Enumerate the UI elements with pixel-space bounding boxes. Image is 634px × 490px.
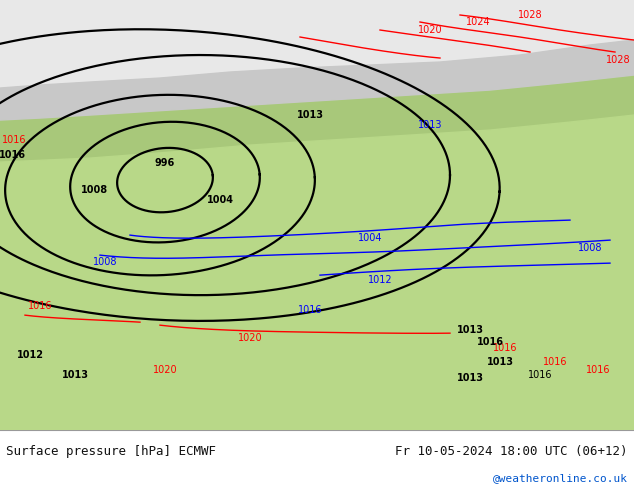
- Text: @weatheronline.co.uk: @weatheronline.co.uk: [493, 473, 628, 483]
- Text: 1012: 1012: [368, 275, 392, 285]
- Text: 1016: 1016: [0, 150, 25, 160]
- Text: 1016: 1016: [477, 337, 503, 347]
- Text: Fr 10-05-2024 18:00 UTC (06+12): Fr 10-05-2024 18:00 UTC (06+12): [395, 444, 628, 458]
- Text: 1020: 1020: [238, 333, 262, 343]
- Text: Surface pressure [hPa] ECMWF: Surface pressure [hPa] ECMWF: [6, 444, 216, 458]
- Text: 1013: 1013: [297, 110, 323, 120]
- Text: 996: 996: [155, 158, 175, 168]
- Text: 1028: 1028: [605, 55, 630, 65]
- Text: 1016: 1016: [493, 343, 517, 353]
- Text: 1012: 1012: [16, 350, 44, 360]
- Text: 1013: 1013: [486, 357, 514, 367]
- Text: 1013: 1013: [418, 120, 443, 130]
- Text: 1004: 1004: [207, 195, 233, 205]
- Polygon shape: [0, 40, 634, 120]
- Text: 1016: 1016: [28, 301, 52, 311]
- Text: 1016: 1016: [2, 135, 26, 145]
- Text: 1008: 1008: [81, 185, 108, 195]
- Text: 1008: 1008: [93, 257, 117, 267]
- Text: 1016: 1016: [586, 365, 611, 375]
- Text: 1016: 1016: [298, 305, 322, 315]
- Text: 1013: 1013: [61, 370, 89, 380]
- Polygon shape: [0, 0, 634, 88]
- Text: 1020: 1020: [418, 25, 443, 35]
- Text: 1013: 1013: [456, 325, 484, 335]
- Text: 1020: 1020: [153, 365, 178, 375]
- Text: 1028: 1028: [518, 10, 542, 20]
- Text: 1016: 1016: [543, 357, 567, 367]
- Text: 1008: 1008: [578, 243, 602, 253]
- Text: 1024: 1024: [466, 17, 490, 27]
- Text: 1013: 1013: [456, 373, 484, 383]
- Polygon shape: [0, 115, 634, 430]
- Text: 1004: 1004: [358, 233, 382, 243]
- Text: 1016: 1016: [527, 370, 552, 380]
